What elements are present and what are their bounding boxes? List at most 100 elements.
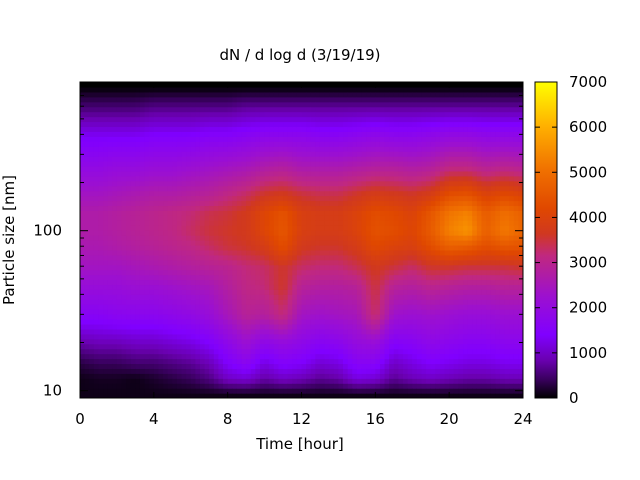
heatmap-cell bbox=[236, 373, 243, 379]
heatmap-cell bbox=[375, 279, 381, 286]
heatmap-cell bbox=[218, 353, 224, 360]
heatmap-cell bbox=[93, 116, 100, 123]
heatmap-cell bbox=[329, 175, 335, 182]
heatmap-cell bbox=[241, 274, 247, 281]
heatmap-cell bbox=[103, 383, 109, 389]
heatmap-cell bbox=[421, 294, 427, 300]
heatmap-cell bbox=[107, 86, 113, 93]
heatmap-cell bbox=[287, 388, 293, 394]
heatmap-cell bbox=[103, 269, 109, 276]
heatmap-cell bbox=[236, 156, 243, 162]
heatmap-cell bbox=[361, 264, 367, 271]
heatmap-cell bbox=[296, 249, 303, 256]
heatmap-cell bbox=[218, 304, 224, 310]
heatmap-cell bbox=[389, 249, 395, 256]
heatmap-cell bbox=[93, 393, 100, 398]
heatmap-cell bbox=[103, 225, 109, 231]
heatmap-cell bbox=[116, 111, 123, 118]
heatmap-cell bbox=[112, 368, 118, 374]
heatmap-cell bbox=[195, 136, 201, 142]
heatmap-cell bbox=[269, 249, 275, 256]
heatmap-cell bbox=[352, 274, 358, 281]
heatmap-cell bbox=[121, 338, 127, 345]
heatmap-cell bbox=[426, 323, 432, 330]
heatmap-cell bbox=[287, 151, 293, 157]
heatmap-cell bbox=[250, 254, 256, 261]
heatmap-cell bbox=[167, 91, 173, 98]
heatmap-cell bbox=[199, 319, 206, 325]
heatmap-cell bbox=[379, 249, 386, 256]
heatmap-cell bbox=[163, 314, 169, 320]
heatmap-cell bbox=[172, 185, 178, 192]
heatmap-cell bbox=[319, 249, 326, 256]
heatmap-cell bbox=[393, 136, 399, 142]
heatmap-cell bbox=[366, 225, 372, 231]
heatmap-cell bbox=[190, 328, 196, 335]
heatmap-cell bbox=[250, 323, 256, 330]
heatmap-cell bbox=[301, 319, 307, 325]
heatmap-cell bbox=[421, 170, 427, 177]
heatmap-cell bbox=[407, 309, 413, 315]
heatmap-cell bbox=[246, 101, 252, 108]
heatmap-cell bbox=[398, 388, 404, 394]
heatmap-cell bbox=[264, 304, 270, 310]
heatmap-cell bbox=[107, 190, 113, 197]
heatmap-cell bbox=[223, 338, 229, 345]
heatmap-cell bbox=[84, 393, 90, 398]
heatmap-cell bbox=[209, 116, 215, 123]
heatmap-cell bbox=[269, 388, 275, 394]
heatmap-cell bbox=[190, 195, 196, 202]
heatmap-cell bbox=[310, 190, 316, 197]
heatmap-cell bbox=[172, 244, 178, 251]
heatmap-cell bbox=[255, 111, 261, 118]
heatmap-cell bbox=[135, 244, 141, 251]
heatmap-cell bbox=[227, 294, 233, 300]
heatmap-cell bbox=[236, 225, 243, 231]
heatmap-cell bbox=[398, 269, 404, 276]
heatmap-cell bbox=[403, 116, 409, 123]
heatmap-cell bbox=[163, 353, 169, 360]
heatmap-cell bbox=[259, 170, 266, 177]
heatmap-cell bbox=[426, 121, 432, 128]
heatmap-cell bbox=[213, 121, 220, 128]
heatmap-cell bbox=[172, 294, 178, 300]
heatmap-cell bbox=[278, 314, 284, 320]
heatmap-cell bbox=[172, 156, 178, 162]
heatmap-cell bbox=[135, 358, 141, 365]
heatmap-cell bbox=[107, 170, 113, 177]
heatmap-cell bbox=[439, 388, 446, 394]
heatmap-cell bbox=[255, 151, 261, 157]
heatmap-cell bbox=[227, 309, 233, 315]
heatmap-cell bbox=[379, 368, 386, 374]
heatmap-cell bbox=[84, 269, 90, 276]
heatmap-cell bbox=[139, 131, 146, 137]
heatmap-cell bbox=[144, 348, 150, 355]
heatmap-cell bbox=[199, 383, 206, 389]
heatmap-cell bbox=[292, 96, 298, 103]
heatmap-cell bbox=[236, 274, 243, 281]
heatmap-cell bbox=[407, 304, 413, 310]
heatmap-cell bbox=[310, 195, 316, 202]
heatmap-cell bbox=[347, 195, 353, 202]
heatmap-cell bbox=[130, 200, 136, 207]
heatmap-cell bbox=[167, 343, 173, 350]
heatmap-cell bbox=[209, 215, 215, 221]
heatmap-cell bbox=[278, 363, 284, 369]
heatmap-cell bbox=[209, 269, 215, 276]
heatmap-cell bbox=[255, 220, 261, 226]
heatmap-cell bbox=[324, 190, 330, 197]
heatmap-cell bbox=[287, 333, 293, 340]
heatmap-cell bbox=[306, 161, 312, 167]
heatmap-cell bbox=[416, 353, 423, 360]
heatmap-cell bbox=[241, 240, 247, 246]
heatmap-cell bbox=[163, 190, 169, 197]
heatmap-cell bbox=[176, 210, 183, 216]
heatmap-cell bbox=[338, 180, 344, 187]
heatmap-cell bbox=[393, 353, 399, 360]
heatmap-cell bbox=[273, 205, 280, 211]
heatmap-cell bbox=[329, 348, 335, 355]
heatmap-cell bbox=[329, 190, 335, 197]
heatmap-cell bbox=[259, 121, 266, 128]
heatmap-cell bbox=[218, 141, 224, 147]
heatmap-cell bbox=[347, 210, 353, 216]
